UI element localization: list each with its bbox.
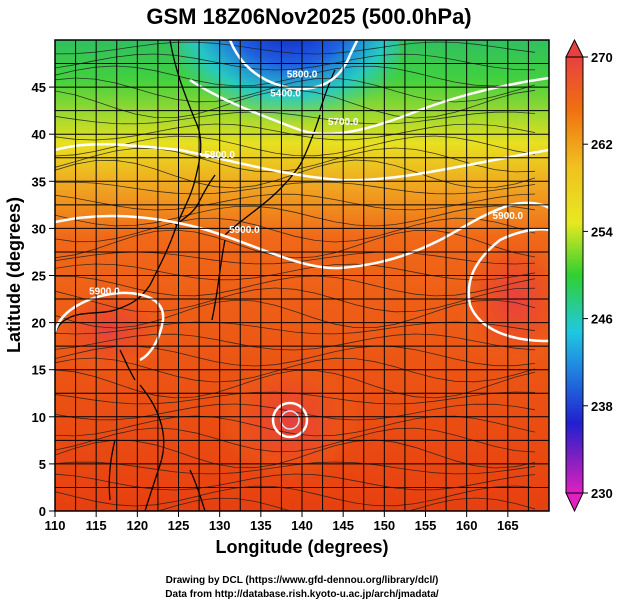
credit-line-2: Data from http://database.rish.kyoto-u.a… — [165, 589, 439, 600]
y-tick-label: 25 — [32, 269, 46, 284]
contour-label: 5800.0 — [287, 70, 318, 81]
contour-5900-west — [55, 291, 165, 362]
contour-label: 5900.0 — [89, 286, 120, 297]
colorbar-tick-label: 238 — [591, 399, 613, 414]
warm-core-west — [55, 285, 170, 375]
contour-5900-east — [467, 228, 549, 343]
warm-core-south — [220, 360, 360, 480]
streamline — [55, 333, 536, 351]
streamline — [55, 263, 536, 281]
colorbar-tick-label: 254 — [591, 224, 613, 239]
y-tick-label: 0 — [39, 504, 46, 519]
y-tick-label: 10 — [32, 410, 46, 425]
colorbar-tick-label: 262 — [591, 137, 613, 152]
y-tick-label: 20 — [32, 316, 46, 331]
y-tick-label: 5 — [39, 457, 46, 472]
y-tick-label: 40 — [32, 127, 46, 142]
y-tick-label: 15 — [32, 363, 46, 378]
streamline — [55, 369, 536, 399]
streamline — [55, 217, 536, 243]
colorbar-tick-label: 246 — [591, 312, 613, 327]
graticule — [55, 40, 549, 511]
colorbar-top-arrow — [565, 38, 584, 58]
contour-label: 5400.0 — [270, 89, 301, 100]
colorbar-ramp — [565, 56, 584, 494]
contour-label: 5700.0 — [328, 117, 359, 128]
streamline — [55, 205, 536, 227]
streamline — [55, 251, 536, 265]
x-tick-label: 160 — [456, 518, 478, 533]
streamline — [55, 77, 536, 103]
y-tick-label: 35 — [32, 174, 46, 189]
y-tick-label: 30 — [32, 221, 46, 236]
colorbar-bottom-arrow — [565, 492, 584, 513]
x-tick-label: 125 — [168, 518, 190, 533]
chart-title: GSM 18Z06Nov2025 (500.0hPa) — [146, 4, 471, 29]
streamline — [55, 41, 536, 55]
streamline — [55, 357, 536, 383]
x-tick-label: 110 — [45, 518, 66, 533]
x-axis: 110 115 120 125 130 135 140 145 150 155 160 165 — [45, 511, 519, 533]
x-tick-label: 115 — [86, 518, 107, 533]
plot-area: 5400.0 5700.0 5800.0 5900.0 5900.0 5800.0 5900… — [55, 40, 549, 511]
contour-5700 — [189, 76, 549, 136]
x-tick-label: 145 — [332, 518, 354, 533]
contour-labels: 5400.0 5700.0 5800.0 5900.0 5900.0 5800.0 5900… — [89, 70, 523, 298]
contour-5400 — [228, 40, 359, 90]
streamline — [55, 111, 536, 125]
y-axis: 0 5 10 15 20 25 30 35 40 45 — [32, 80, 55, 519]
x-tick-label: 165 — [497, 518, 519, 533]
colorbar-tick-label: 270 — [591, 50, 613, 65]
streamline — [55, 193, 536, 211]
warm-core-east — [455, 230, 549, 370]
streamline — [55, 287, 536, 313]
streamline — [55, 65, 536, 87]
x-tick-label: 150 — [373, 518, 395, 533]
contour-label: 5900.0 — [229, 225, 260, 236]
y-axis-label: Latitude (degrees) — [4, 197, 24, 353]
streamline — [55, 391, 536, 405]
streamline — [55, 427, 536, 453]
x-tick-label: 140 — [291, 518, 313, 533]
streamline — [55, 159, 536, 189]
credit-line-1: Drawing by DCL (https://www.gfd-dennou.o… — [166, 575, 439, 586]
streamline — [55, 497, 536, 511]
streamline — [55, 299, 536, 329]
contour-label: 5900.0 — [493, 211, 524, 222]
y-tick-label: 45 — [32, 80, 46, 95]
streamline — [55, 53, 536, 71]
contour-5800-a — [55, 142, 549, 182]
streamline — [55, 403, 536, 421]
x-tick-label: 130 — [209, 518, 231, 533]
contour-label: 5800.0 — [204, 150, 235, 161]
streamline — [55, 473, 536, 491]
streamline — [55, 123, 536, 141]
contour-ring-outer — [271, 401, 309, 439]
x-tick-label: 135 — [250, 518, 272, 533]
streamline — [55, 485, 536, 507]
x-tick-label: 120 — [126, 518, 148, 533]
streamline — [55, 89, 536, 119]
colorbar-tick-label: 230 — [591, 486, 613, 501]
colorbar: 270 262 254 246 238 230 — [565, 38, 613, 513]
x-tick-label: 155 — [415, 518, 437, 533]
x-axis-label: Longitude (degrees) — [215, 537, 388, 557]
streamline — [55, 415, 536, 437]
streamline — [55, 275, 536, 297]
